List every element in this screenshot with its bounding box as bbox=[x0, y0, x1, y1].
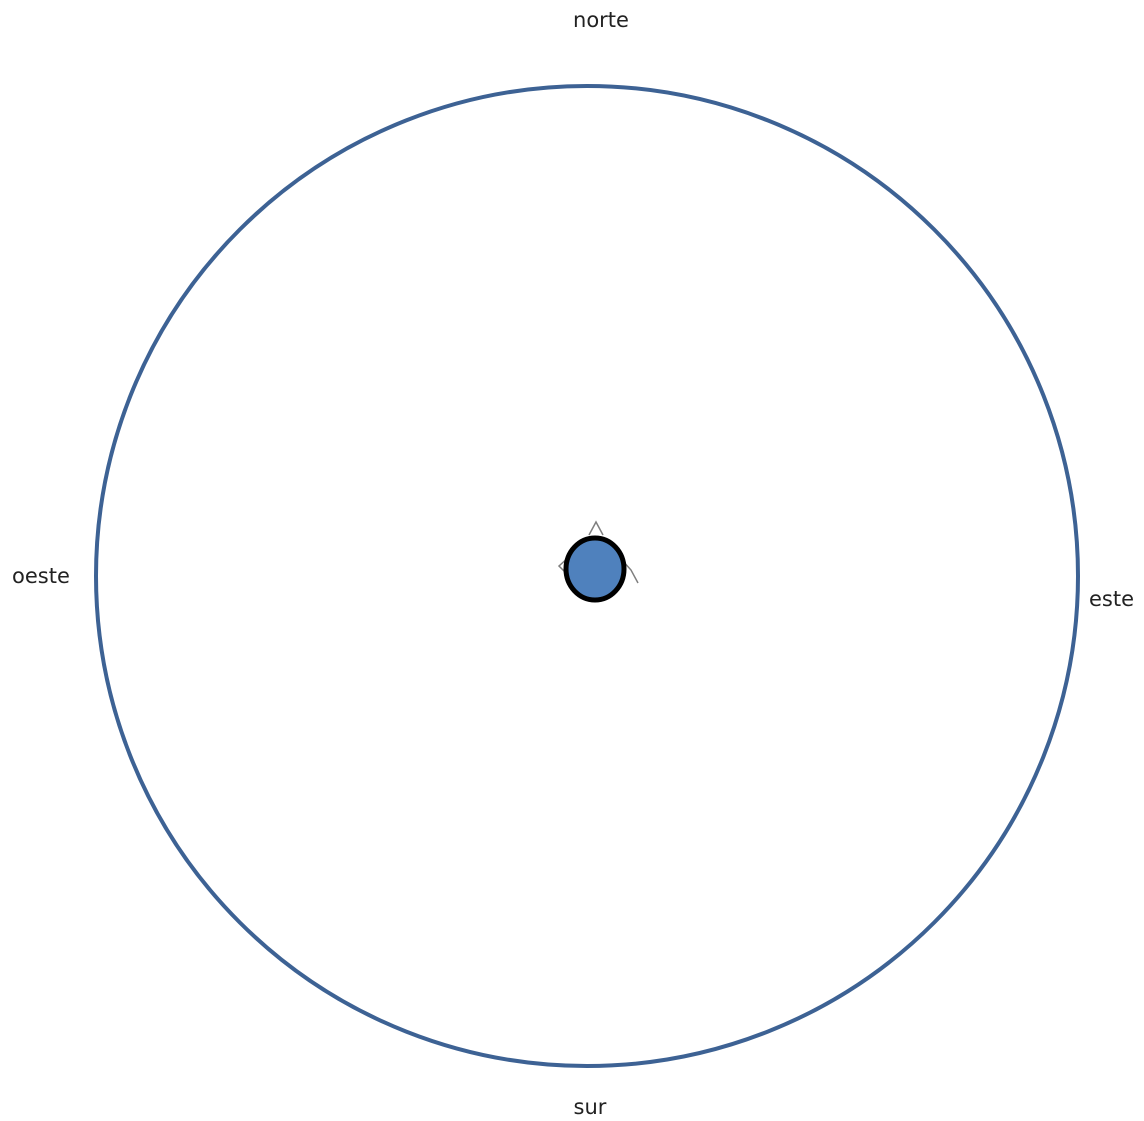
tick-mark-north bbox=[588, 520, 604, 536]
observer-marker bbox=[563, 535, 627, 603]
north-label: norte bbox=[573, 8, 629, 32]
west-label: oeste bbox=[12, 564, 70, 588]
east-label: este bbox=[1089, 587, 1134, 611]
south-label: sur bbox=[574, 1095, 607, 1119]
horizon-circle bbox=[94, 84, 1080, 1068]
